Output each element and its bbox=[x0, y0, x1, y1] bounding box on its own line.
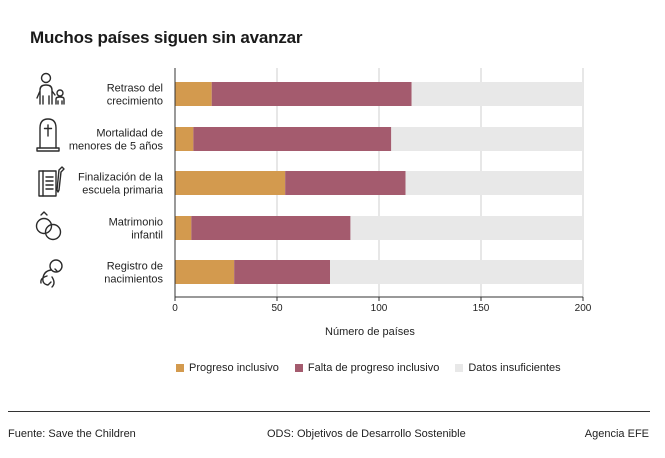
chart-legend: Progreso inclusivo Falta de progreso inc… bbox=[176, 362, 577, 374]
category-label-0-1: crecimiento bbox=[107, 96, 163, 108]
bar-1-falta bbox=[193, 127, 392, 151]
bar-2-datos bbox=[405, 171, 583, 195]
category-label-0-0: Retraso del bbox=[107, 83, 163, 95]
legend-swatch-progreso bbox=[176, 364, 184, 372]
notebook-icon bbox=[38, 166, 65, 197]
wedding-rings-icon bbox=[35, 211, 62, 241]
chart-title: Muchos países siguen sin avanzar bbox=[30, 28, 303, 47]
footer-source: Fuente: Save the Children bbox=[8, 428, 136, 440]
bar-4-falta bbox=[234, 260, 331, 284]
legend-label-progreso: Progreso inclusivo bbox=[189, 362, 279, 374]
footer-note: ODS: Objetivos de Desarrollo Sostenible bbox=[267, 428, 466, 440]
gravestone-icon bbox=[36, 118, 60, 152]
bar-1-datos bbox=[391, 127, 583, 151]
legend-item-progreso: Progreso inclusivo bbox=[176, 362, 279, 374]
bar-3-datos bbox=[350, 216, 583, 240]
x-tick-label-150: 150 bbox=[473, 303, 490, 314]
bar-1-progreso bbox=[175, 127, 194, 151]
legend-label-datos: Datos insuficientes bbox=[468, 362, 561, 374]
bar-4-datos bbox=[330, 260, 583, 284]
child-growth-icon bbox=[36, 72, 65, 105]
bar-3-falta bbox=[191, 216, 351, 240]
category-label-2-1: escuela primaria bbox=[82, 185, 164, 197]
bar-2-progreso bbox=[175, 171, 286, 195]
legend-item-falta: Falta de progreso inclusivo bbox=[294, 362, 440, 374]
x-tick-label-100: 100 bbox=[371, 303, 388, 314]
category-label-1-1: menores de 5 años bbox=[69, 141, 164, 153]
bar-0-falta bbox=[211, 82, 412, 106]
footer-divider bbox=[8, 411, 650, 412]
bar-3-progreso bbox=[175, 216, 192, 240]
legend-label-falta: Falta de progreso inclusivo bbox=[307, 362, 440, 374]
bar-2-falta bbox=[285, 171, 406, 195]
legend-swatch-datos bbox=[455, 364, 464, 372]
category-label-4-0: Registro de bbox=[107, 261, 163, 273]
bar-0-progreso bbox=[175, 82, 212, 106]
x-axis-title: Número de países bbox=[325, 326, 415, 338]
category-label-2-0: Finalización de la bbox=[78, 172, 164, 184]
bar-4-progreso bbox=[175, 260, 235, 284]
baby-icon bbox=[40, 259, 63, 288]
category-label-1-0: Mortalidad de bbox=[96, 128, 163, 140]
category-label-3-0: Matrimonio bbox=[109, 217, 163, 229]
category-label-4-1: nacimientos bbox=[104, 274, 163, 286]
x-tick-label-0: 0 bbox=[172, 303, 178, 314]
bar-0-datos bbox=[411, 82, 583, 106]
legend-item-datos: Datos insuficientes bbox=[455, 362, 561, 374]
legend-swatch-falta bbox=[294, 364, 303, 372]
category-label-3-1: infantil bbox=[131, 230, 163, 242]
footer-agency: Agencia EFE bbox=[584, 428, 649, 440]
x-tick-label-50: 50 bbox=[271, 303, 283, 314]
x-tick-label-200: 200 bbox=[575, 303, 592, 314]
